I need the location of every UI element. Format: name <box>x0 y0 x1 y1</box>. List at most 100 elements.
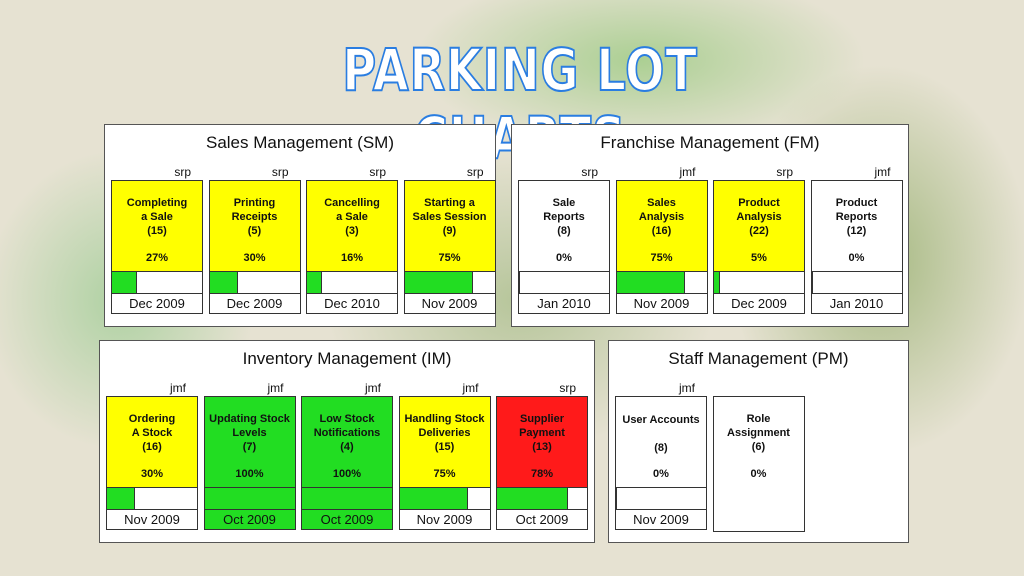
progress-track <box>811 271 902 293</box>
percent-label: 78% <box>530 468 554 480</box>
feature-count: (8) <box>654 442 668 454</box>
percent-label: 16% <box>340 252 364 264</box>
feature-name: Sale <box>552 197 576 209</box>
percent-label: 75% <box>650 252 673 264</box>
progress-track <box>616 487 706 509</box>
feature-name: Analysis <box>736 211 782 223</box>
feature-name: Updating Stock <box>209 413 290 425</box>
feature-count: (12) <box>846 225 867 237</box>
card-text: Handling Stock Deliveries (15) <box>400 397 490 454</box>
owner: jmf <box>267 381 284 395</box>
feature-name: a Sale <box>141 211 173 223</box>
due-date: Nov 2009 <box>404 293 495 313</box>
feature-card: Cancelling a Sale (3) 16% Dec 2010 <box>306 180 398 314</box>
progress-track <box>204 487 296 509</box>
card-body: Handling Stock Deliveries (15) 75% <box>399 397 490 487</box>
owner: jmf <box>170 381 186 395</box>
panel-title: Sales Management (SM) <box>205 133 395 152</box>
feature-name: Handling Stock <box>404 413 485 425</box>
progress-track <box>107 487 197 509</box>
feature-name: Notifications <box>313 427 381 439</box>
feature-count: (3) <box>345 225 359 237</box>
card-body: Sale Reports (8) 0% <box>519 181 609 271</box>
due-date: Jan 2010 <box>811 293 902 313</box>
percent-label: 75% <box>433 468 456 480</box>
feature-name: A Stock <box>131 427 173 439</box>
feature-name: Sales Session <box>412 211 487 223</box>
progress-track <box>399 487 490 509</box>
due-date: Dec 2009 <box>714 293 804 313</box>
feature-card: Printing Receipts (5) 30% Dec 2009 <box>208 180 301 314</box>
feature-card: Updating Stock Levels (7) 100% Oct 2009 <box>203 396 296 530</box>
feature-card: Starting a Sales Session (9) 75% Nov 2009 <box>403 180 496 314</box>
owner: jmf <box>679 381 695 395</box>
progress-fill <box>616 272 685 293</box>
panel: Sales Management (SM) srp Completing a Sale… <box>104 124 496 327</box>
feature-card: Sale Reports (8) 0% Jan 2010 <box>518 180 610 314</box>
card-body: Completing a Sale (15) 27% <box>112 181 202 271</box>
due-date: Oct 2009 <box>497 509 587 529</box>
feature-card: Completing a Sale (15) 27% Dec 2009 <box>111 180 203 314</box>
progress-fill <box>714 272 720 293</box>
card-text: Product Analysis (22) <box>714 181 804 238</box>
card-text: Ordering A Stock (16) <box>107 397 197 454</box>
feature-name: a Sale <box>336 211 368 223</box>
progress-track <box>307 271 397 293</box>
feature-count: (22) <box>749 225 769 237</box>
card-text: Product Reports (12) <box>812 181 902 238</box>
card-text: Completing a Sale (15) <box>112 181 202 238</box>
feature-count: (7) <box>242 441 257 453</box>
feature-name: Product <box>835 197 878 209</box>
feature-count: (5) <box>247 225 262 237</box>
due-date: Dec 2010 <box>307 293 397 313</box>
card-body: Ordering A Stock (16) 30% <box>107 397 197 487</box>
due-date: Oct 2009 <box>302 509 392 529</box>
card-text: User Accounts (8) <box>616 397 706 455</box>
feature-name: Printing <box>233 197 276 209</box>
feature-count: (6) <box>751 441 766 453</box>
feature-name: Starting a <box>424 197 475 209</box>
feature-card: Low Stock Notifications (4) 100% Oct 2009 <box>301 396 393 530</box>
due-date: Oct 2009 <box>204 509 295 529</box>
feature-name: Completing <box>126 197 188 209</box>
card-text: Updating Stock Levels (7) <box>205 397 295 454</box>
owner: jmf <box>679 165 696 179</box>
percent-label: 27% <box>145 252 169 264</box>
percent-label: 0% <box>750 468 767 480</box>
feature-card: Product Analysis (22) 5% Dec 2009 <box>713 180 805 314</box>
progress-fill <box>811 272 813 293</box>
owner: jmf <box>462 381 479 395</box>
panel-title: Inventory Management (IM) <box>242 349 452 368</box>
feature-name: Product <box>738 197 780 209</box>
panel: Franchise Management (FM) srp Sale Reports(… <box>511 124 909 327</box>
feature-count: (4) <box>340 441 354 453</box>
feature-name: Sales <box>647 197 676 209</box>
feature-name: User Accounts <box>622 414 700 426</box>
due-date: Nov 2009 <box>616 293 707 313</box>
progress-fill <box>302 488 393 509</box>
feature-count: (8) <box>557 225 571 237</box>
feature-name: Assignment <box>727 427 790 439</box>
due-date: Jan 2010 <box>519 293 609 313</box>
percent-label: 30% <box>140 468 164 480</box>
progress-track <box>404 271 495 293</box>
feature-name: Ordering <box>128 413 176 425</box>
progress-fill <box>404 272 473 293</box>
progress-fill <box>616 488 617 509</box>
owner: srp <box>174 165 191 179</box>
progress-track <box>616 271 707 293</box>
card-text: Role Assignment (6) <box>714 397 804 454</box>
feature-card: Ordering A Stock (16) 30% Nov 2009 <box>106 396 198 530</box>
feature-name: Reports <box>835 211 878 223</box>
progress-fill <box>399 488 468 509</box>
card-text: Sales Analysis (16) <box>617 181 707 238</box>
feature-name: Cancelling <box>324 197 380 209</box>
feature-count: (15) <box>434 441 455 453</box>
feature-card: Supplier Payment (13) 78% Oct 2009 <box>496 396 588 530</box>
panel-title: Staff Management (PM) <box>668 349 849 368</box>
card-body: Product Analysis (22) 5% <box>714 181 804 271</box>
feature-name: Receipts <box>231 211 278 223</box>
progress-fill <box>107 488 135 509</box>
card-body: Starting a Sales Session (9) 75% <box>404 181 495 271</box>
